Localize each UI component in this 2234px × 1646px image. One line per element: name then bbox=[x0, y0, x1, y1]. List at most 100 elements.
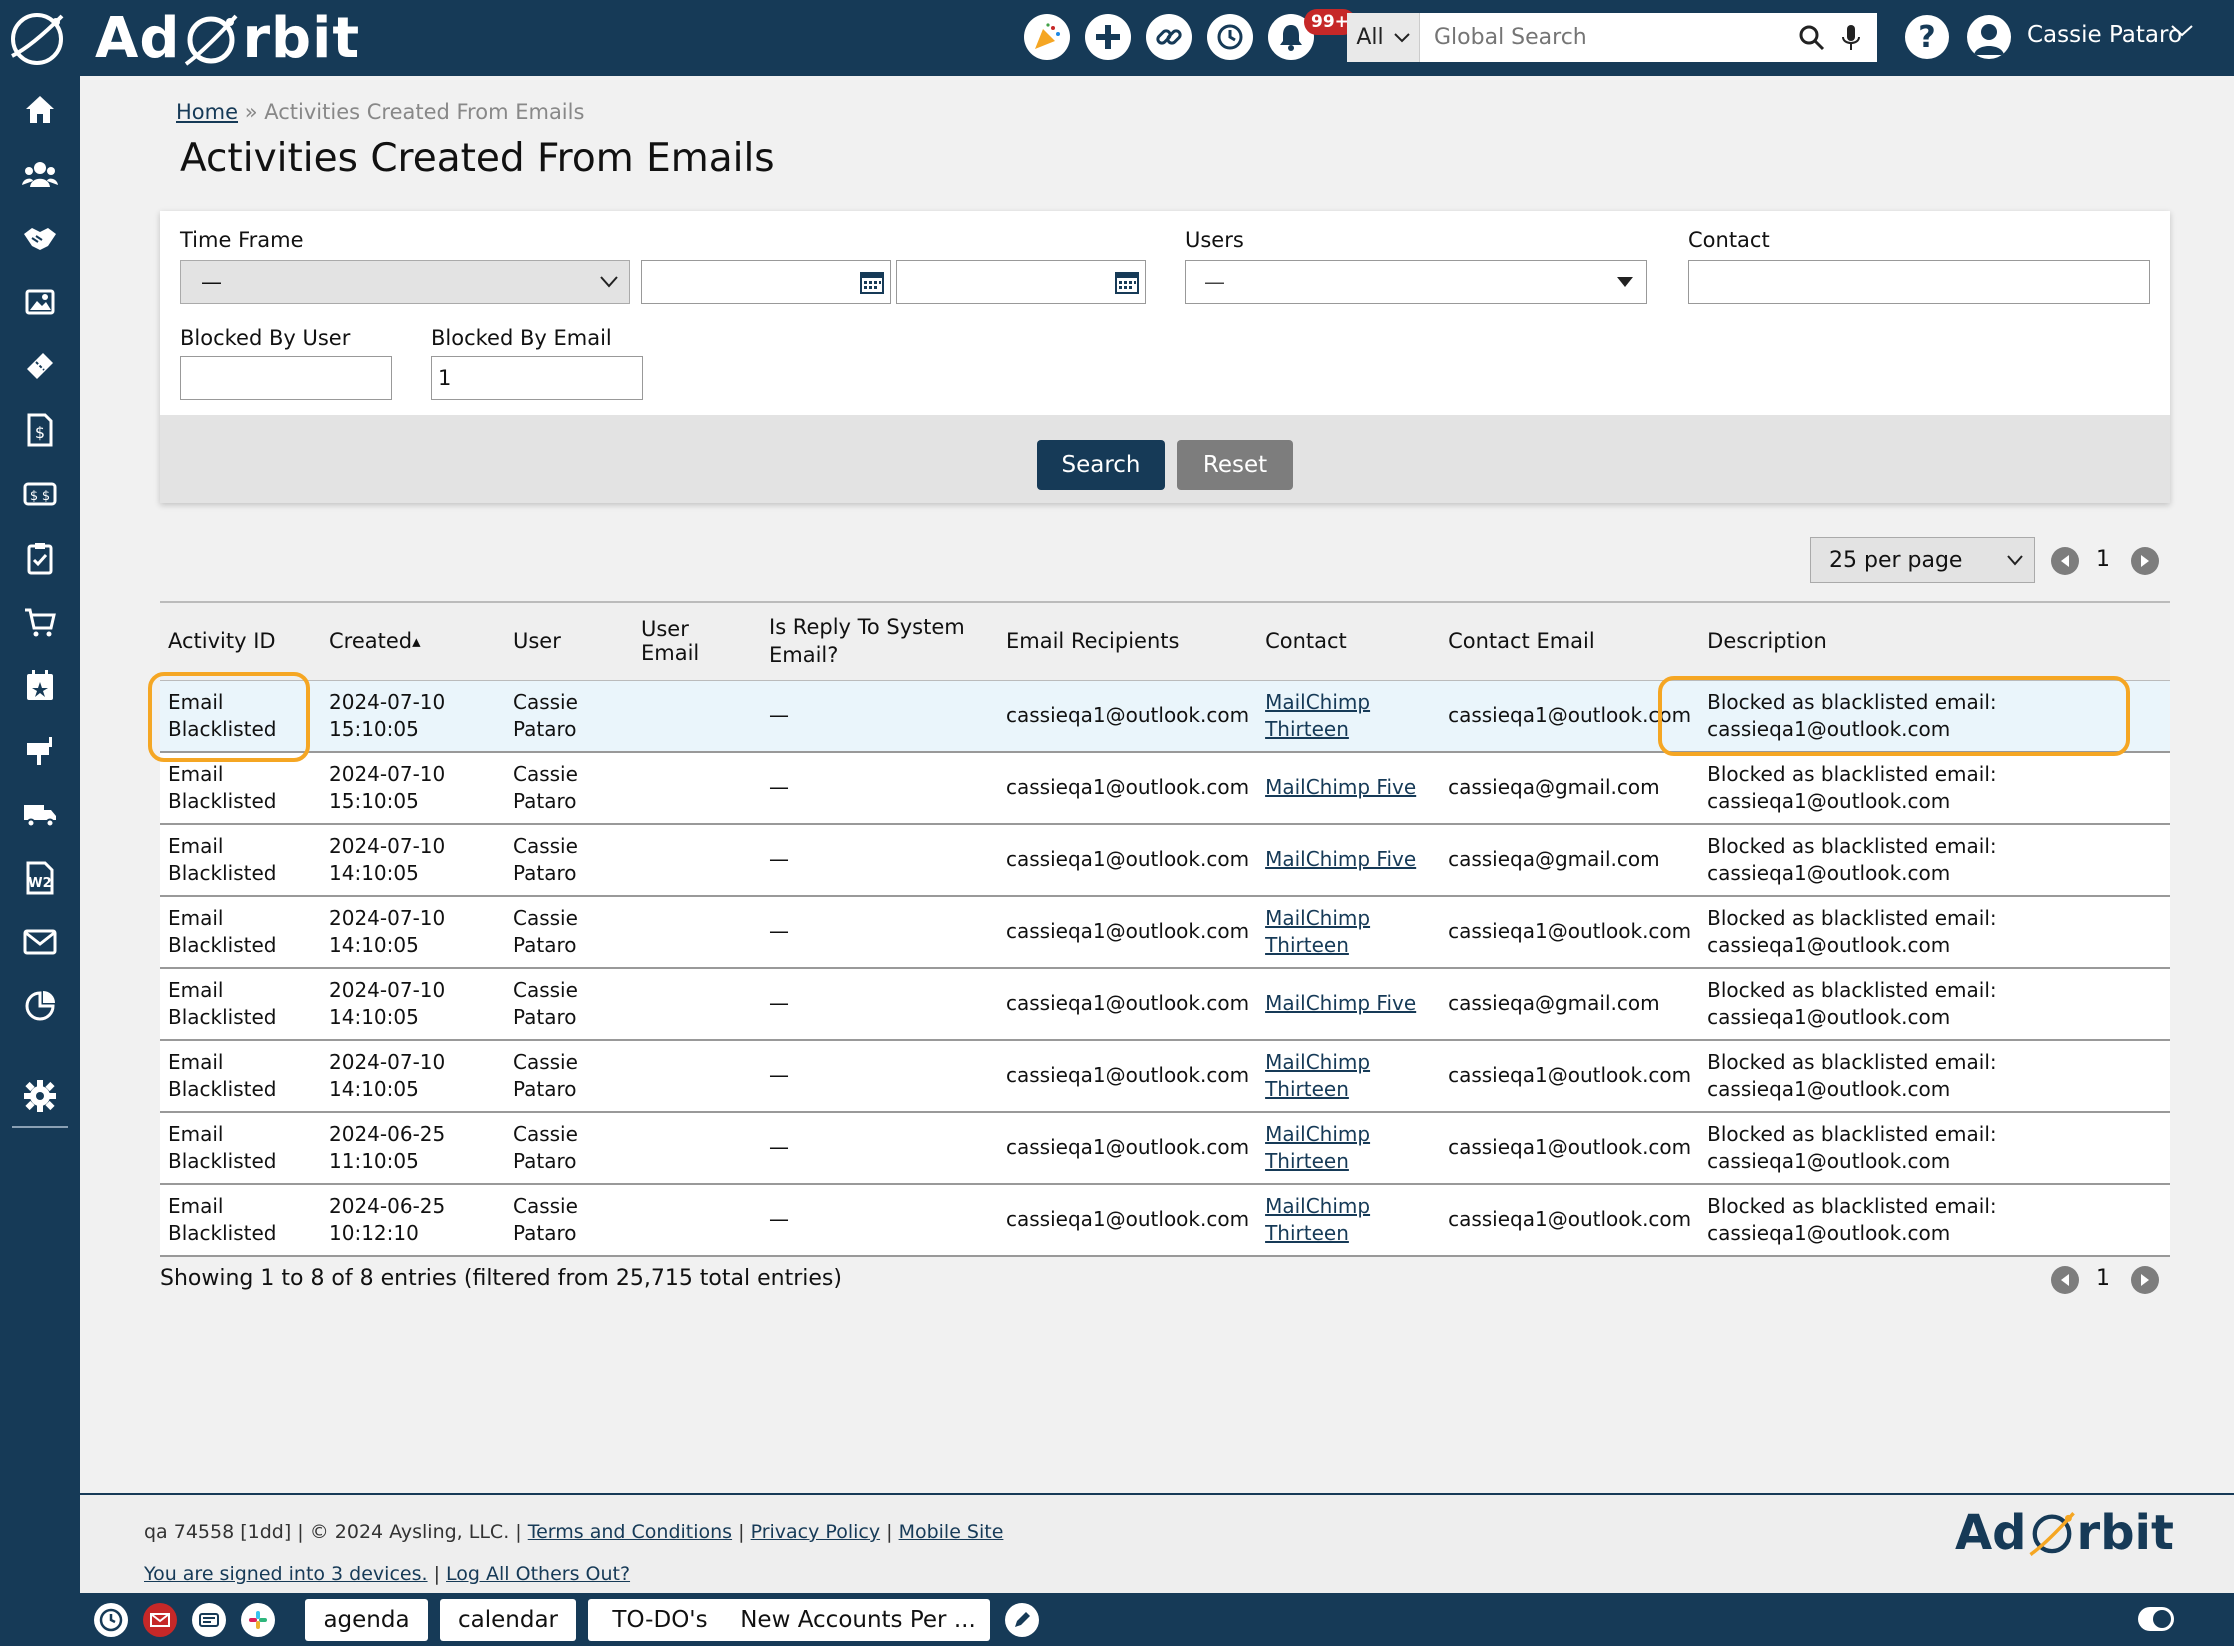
contact-link[interactable]: MailChimp Thirteen bbox=[1265, 689, 1371, 741]
contact-link[interactable]: MailChimp Five bbox=[1265, 847, 1417, 871]
tab-calendar[interactable]: calendar bbox=[440, 1599, 576, 1641]
log-out-others-link[interactable]: Log All Others Out? bbox=[446, 1563, 631, 1585]
mail-icon[interactable] bbox=[20, 922, 60, 962]
cart-icon[interactable] bbox=[20, 602, 60, 642]
next-page-icon[interactable] bbox=[2131, 547, 2159, 575]
message-icon[interactable] bbox=[192, 1603, 226, 1637]
search-icon[interactable] bbox=[1798, 24, 1826, 52]
column-header-user-email[interactable]: User Email bbox=[633, 601, 761, 681]
table-row[interactable]: Email Blacklisted 2024-07-10 14:10:05 Cass… bbox=[160, 1039, 2170, 1113]
contact-link[interactable]: MailChimp Thirteen bbox=[1265, 1121, 1371, 1173]
end-date-input[interactable] bbox=[896, 260, 1146, 304]
prev-page-icon[interactable] bbox=[2051, 1266, 2079, 1294]
current-page[interactable]: 1 bbox=[2096, 1266, 2110, 1291]
column-header-user[interactable]: User bbox=[505, 601, 633, 681]
money-icon[interactable]: $ $ bbox=[20, 474, 60, 514]
microphone-icon[interactable] bbox=[1840, 23, 1862, 53]
column-header-is-reply[interactable]: Is Reply To System Email? bbox=[761, 601, 998, 681]
mailbox-icon[interactable] bbox=[20, 730, 60, 770]
blocked-by-user-input[interactable] bbox=[180, 356, 392, 400]
contact-link[interactable]: MailChimp Thirteen bbox=[1265, 1193, 1371, 1245]
cell-activity-id: Email Blacklisted bbox=[160, 680, 321, 753]
help-icon[interactable]: ? bbox=[1905, 15, 1949, 59]
cell-contact-email: cassieqa@gmail.com bbox=[1440, 967, 1700, 1041]
table-row[interactable]: Email Blacklisted 2024-07-10 15:10:05 Cass… bbox=[160, 680, 2170, 753]
calendar-icon[interactable] bbox=[1114, 269, 1140, 295]
link-icon[interactable] bbox=[1146, 14, 1192, 60]
time-frame-select[interactable]: — bbox=[180, 260, 630, 304]
cell-description: Blocked as blacklisted email: cassieqa1@… bbox=[1699, 751, 2170, 825]
app-logo[interactable]: Ad rbit bbox=[95, 6, 361, 71]
contact-link[interactable]: MailChimp Thirteen bbox=[1265, 1049, 1371, 1101]
users-select[interactable]: — bbox=[1185, 260, 1647, 304]
table-row[interactable]: Email Blacklisted 2024-07-10 14:10:05 Cass… bbox=[160, 895, 2170, 969]
clock-icon[interactable] bbox=[94, 1603, 128, 1637]
breadcrumb-home-link[interactable]: Home bbox=[176, 100, 239, 124]
current-page[interactable]: 1 bbox=[2096, 547, 2110, 572]
cell-user: Cassie Pataro bbox=[505, 1111, 633, 1185]
chart-icon[interactable] bbox=[20, 986, 60, 1026]
toggle-switch[interactable] bbox=[2138, 1607, 2174, 1631]
invoice-icon[interactable]: $ bbox=[20, 410, 60, 450]
column-header-activity-id[interactable]: Activity ID bbox=[160, 601, 321, 681]
column-header-email-recipients[interactable]: Email Recipients bbox=[998, 601, 1258, 681]
cell-contact: MailChimp Thirteen bbox=[1257, 1039, 1441, 1113]
terms-link[interactable]: Terms and Conditions bbox=[527, 1521, 733, 1543]
search-button[interactable]: Search bbox=[1037, 440, 1165, 490]
signed-in-devices-link[interactable]: You are signed into 3 devices. bbox=[144, 1563, 428, 1585]
table-row[interactable]: Email Blacklisted 2024-07-10 15:10:05 Cass… bbox=[160, 751, 2170, 825]
contact-link[interactable]: MailChimp Five bbox=[1265, 991, 1417, 1015]
tab-new-accounts[interactable]: New Accounts Per ... bbox=[726, 1599, 990, 1641]
people-icon[interactable] bbox=[20, 154, 60, 194]
prev-page-icon[interactable] bbox=[2051, 547, 2079, 575]
chevron-down-icon[interactable] bbox=[2170, 24, 2194, 38]
home-icon[interactable] bbox=[20, 90, 60, 130]
start-date-input[interactable] bbox=[641, 260, 891, 304]
per-page-select[interactable]: 25 per page bbox=[1810, 537, 2035, 583]
pencil-icon[interactable] bbox=[1005, 1603, 1039, 1637]
user-avatar-icon[interactable] bbox=[1967, 15, 2011, 59]
privacy-link[interactable]: Privacy Policy bbox=[750, 1521, 881, 1543]
history-icon[interactable] bbox=[1207, 14, 1253, 60]
column-header-created[interactable]: Created▲ bbox=[321, 601, 505, 681]
mobile-site-link[interactable]: Mobile Site bbox=[898, 1521, 1004, 1543]
truck-icon[interactable] bbox=[20, 794, 60, 834]
cell-contact-email: cassieqa@gmail.com bbox=[1440, 751, 1700, 825]
tab-agenda[interactable]: agenda bbox=[305, 1599, 428, 1641]
user-name[interactable]: Cassie Pataro bbox=[2027, 22, 2183, 48]
plus-icon[interactable] bbox=[1085, 14, 1131, 60]
contact-link[interactable]: MailChimp Five bbox=[1265, 775, 1417, 799]
next-page-icon[interactable] bbox=[2131, 1266, 2159, 1294]
table-row[interactable]: Email Blacklisted 2024-06-25 11:10:05 Cass… bbox=[160, 1111, 2170, 1185]
clipboard-check-icon[interactable] bbox=[20, 538, 60, 578]
column-header-contact[interactable]: Contact bbox=[1257, 601, 1441, 681]
calendar-star-icon[interactable] bbox=[20, 666, 60, 706]
reset-button[interactable]: Reset bbox=[1177, 440, 1293, 490]
contact-link[interactable]: MailChimp Thirteen bbox=[1265, 905, 1371, 957]
media-icon[interactable] bbox=[20, 282, 60, 322]
party-icon[interactable] bbox=[1024, 14, 1070, 60]
global-search-input[interactable] bbox=[1432, 24, 1796, 51]
column-header-contact-email[interactable]: Contact Email bbox=[1440, 601, 1700, 681]
highlight-description bbox=[1658, 676, 2130, 756]
ticket-icon[interactable] bbox=[20, 346, 60, 386]
table-row[interactable]: Email Blacklisted 2024-07-10 14:10:05 Cass… bbox=[160, 967, 2170, 1041]
gear-icon[interactable] bbox=[20, 1076, 60, 1116]
table-row[interactable]: Email Blacklisted 2024-06-25 10:12:10 Cass… bbox=[160, 1183, 2170, 1257]
blocked-by-email-input[interactable]: 1 bbox=[431, 356, 643, 400]
email-alert-icon[interactable] bbox=[143, 1603, 177, 1637]
handshake-icon[interactable] bbox=[20, 218, 60, 258]
cell-description: Blocked as blacklisted email: cassieqa1@… bbox=[1699, 1039, 2170, 1113]
sidebar: $ $ $ W2 bbox=[0, 76, 80, 1646]
calendar-icon[interactable] bbox=[859, 269, 885, 295]
slack-icon[interactable] bbox=[241, 1603, 275, 1637]
contact-input[interactable] bbox=[1688, 260, 2150, 304]
w2-icon[interactable]: W2 bbox=[20, 858, 60, 898]
column-header-description[interactable]: Description bbox=[1699, 601, 2170, 681]
search-scope-select[interactable]: All bbox=[1347, 13, 1420, 62]
orbit-logo-icon[interactable] bbox=[6, 8, 68, 70]
cell-is-reply: — bbox=[761, 751, 998, 825]
chevron-down-icon bbox=[2007, 555, 2023, 566]
tab-todos[interactable]: TO-DO's bbox=[588, 1599, 732, 1641]
table-row[interactable]: Email Blacklisted 2024-07-10 14:10:05 Cass… bbox=[160, 823, 2170, 897]
